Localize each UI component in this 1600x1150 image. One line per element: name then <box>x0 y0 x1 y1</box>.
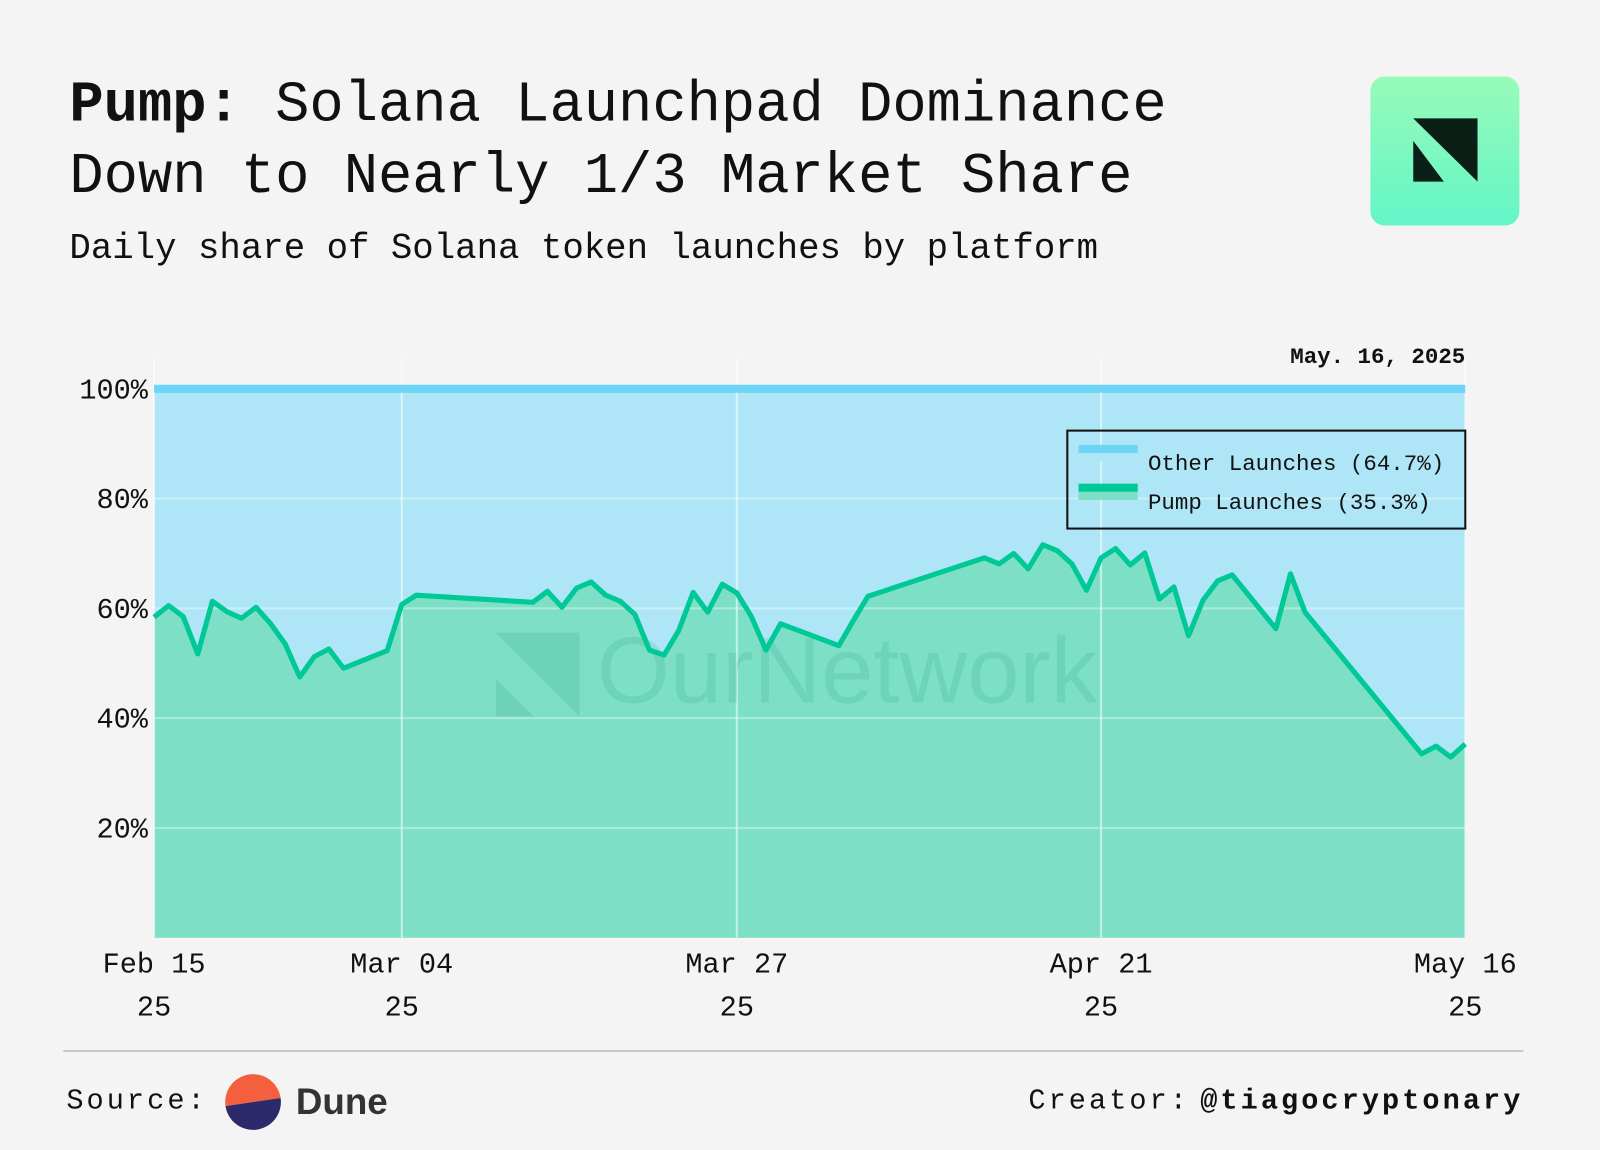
source-label: Source: <box>66 1085 207 1118</box>
y-tick-label: 100% <box>79 374 148 407</box>
x-tick-label: Mar 27 25 <box>685 949 789 1025</box>
legend-box <box>1066 429 1467 530</box>
x-tick-label: Apr 21 25 <box>1049 949 1153 1025</box>
source-name: Dune <box>296 1081 388 1122</box>
dune-logo <box>225 1097 281 1130</box>
area <box>154 388 1466 758</box>
legend-swatch <box>1078 444 1138 454</box>
line <box>152 542 1468 760</box>
legend-label: Other Launches (64.7%) <box>1148 451 1444 477</box>
y-tick-label: 20% <box>97 814 149 847</box>
legend-label: Pump Launches (35.3%) <box>1148 490 1431 516</box>
legend-swatch <box>1078 491 1138 500</box>
title-lead: Pump: <box>69 72 241 138</box>
title: Pump: Solana Launchpad Dominance Down to… <box>69 69 1222 212</box>
x-tick-label: Feb 15 25 <box>102 949 206 1025</box>
legend-swatch <box>1078 453 1138 462</box>
legend-swatch <box>1078 483 1138 492</box>
logo-shape <box>1413 140 1444 182</box>
watermark-logo <box>495 678 534 717</box>
logo <box>1370 76 1520 226</box>
area <box>154 544 1466 938</box>
subtitle: Daily share of Solana token launches by … <box>69 228 1099 270</box>
annotation: May. 16, 2025 <box>1290 344 1465 370</box>
dune-logo <box>225 1074 281 1107</box>
y-tick-label: 60% <box>97 594 149 627</box>
x-tick-label: May 16 25 <box>1413 949 1517 1025</box>
y-tick-label: 40% <box>97 704 149 737</box>
creator: @tiagocryptonary <box>1200 1085 1523 1118</box>
creator-label: Creator: <box>1028 1085 1190 1118</box>
y-tick-label: 80% <box>97 484 149 517</box>
title-text: Solana Launchpad Dominance Down to Nearl… <box>69 72 1167 210</box>
x-tick-label: Mar 04 25 <box>350 949 454 1025</box>
